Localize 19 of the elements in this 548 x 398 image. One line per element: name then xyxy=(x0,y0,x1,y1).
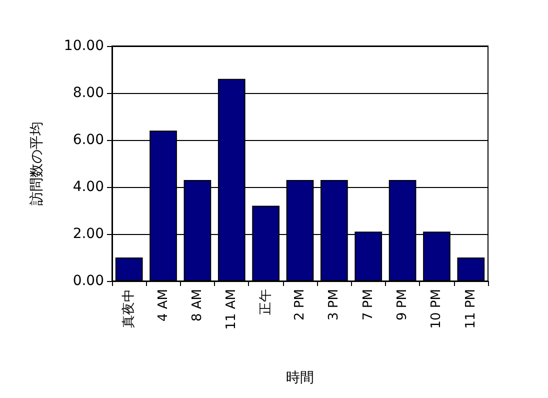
x-tick-label: 9 PM xyxy=(395,289,410,320)
y-tick-label: 6.00 xyxy=(72,132,104,148)
x-tick-label: 正午 xyxy=(258,289,274,315)
x-tick-label: 11 AM xyxy=(224,289,240,330)
x-tick-label: 8 AM xyxy=(190,289,205,322)
x-tick-label: 2 PM xyxy=(292,289,308,320)
y-tick-label: 0.00 xyxy=(72,273,104,289)
x-tick-label: 3 PM xyxy=(326,289,342,320)
x-axis-title: 時間 xyxy=(286,370,314,386)
y-tick-label: 8.00 xyxy=(72,85,104,101)
y-axis-title: 訪問数の平均 xyxy=(29,122,45,206)
x-tick-label: 10 PM xyxy=(429,289,444,329)
y-tick-label: 2.00 xyxy=(72,226,104,242)
x-tick-label: 7 PM xyxy=(360,289,376,320)
x-tick-label: 4 AM xyxy=(156,289,171,322)
x-tick-label: 真夜中 xyxy=(120,289,137,328)
y-tick-label: 10.00 xyxy=(64,38,104,54)
y-tick-label: 4.00 xyxy=(72,179,104,195)
x-tick-label: 11 PM xyxy=(463,289,478,329)
